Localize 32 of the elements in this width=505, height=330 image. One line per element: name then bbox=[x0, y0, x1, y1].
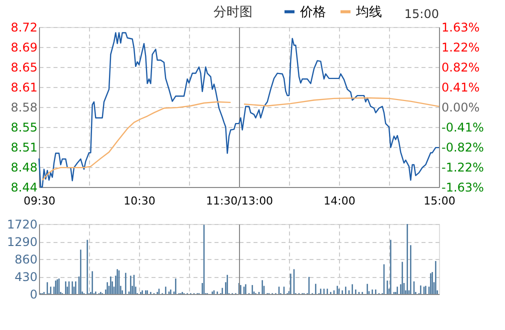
text: -0.41% bbox=[442, 120, 484, 134]
x-tick-label: 10:30 bbox=[124, 194, 156, 208]
y-tick-label: 430 bbox=[14, 270, 38, 284]
y-tick-label: 8.65 bbox=[10, 60, 38, 74]
x-tick-label: 15:00 bbox=[424, 194, 456, 208]
text: -1.63% bbox=[442, 180, 484, 194]
text: 15:00 bbox=[404, 7, 439, 21]
y-tick-label: 1290 bbox=[6, 235, 38, 249]
text: 0.82% bbox=[442, 60, 480, 74]
y-tick-label: 8.58 bbox=[10, 100, 38, 114]
legend-label: 价格 bbox=[299, 4, 326, 20]
y-tick-label: 1720 bbox=[6, 218, 38, 232]
text: 0.00% bbox=[442, 100, 480, 114]
text: 0.41% bbox=[442, 80, 480, 94]
y-tick-label: 8.55 bbox=[10, 120, 38, 134]
y-tick-label: 8.69 bbox=[10, 40, 38, 54]
x-tick-label: 14:00 bbox=[324, 194, 356, 208]
text: 1.63% bbox=[442, 20, 480, 34]
text: -0.82% bbox=[442, 140, 484, 154]
y-tick-label: 0 bbox=[30, 288, 38, 302]
text: 1.22% bbox=[442, 40, 480, 54]
text: -1.22% bbox=[442, 160, 484, 174]
chart-title: 分时图 bbox=[214, 5, 252, 20]
y-tick-label: 860 bbox=[14, 252, 38, 266]
y-tick-label: 8.48 bbox=[10, 160, 38, 174]
y-tick-label: 8.72 bbox=[10, 20, 38, 34]
y-tick-label: 8.61 bbox=[10, 80, 38, 94]
legend-label: 均线 bbox=[355, 4, 382, 20]
x-tick-label: 09:30 bbox=[24, 194, 56, 208]
y-tick-label: 8.44 bbox=[10, 180, 38, 194]
y-tick-label: 8.51 bbox=[10, 140, 38, 154]
x-tick-label: 11:30/13:00 bbox=[206, 194, 274, 208]
